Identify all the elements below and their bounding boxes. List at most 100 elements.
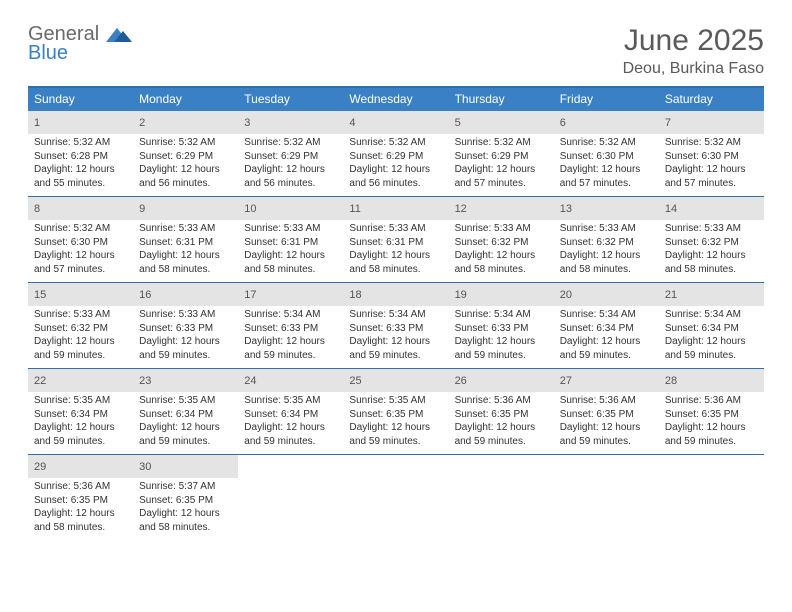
day-number-row: 11 [343, 197, 448, 220]
sunrise-line: Sunrise: 5:33 AM [139, 222, 232, 236]
daylight-line: Daylight: 12 hours and 59 minutes. [139, 421, 232, 448]
sunset-line: Sunset: 6:33 PM [244, 322, 337, 336]
daylight-label: Daylight: [455, 422, 497, 433]
sunset-value: 6:30 PM [71, 237, 108, 248]
day-number: 21 [665, 289, 677, 301]
calendar: SundayMondayTuesdayWednesdayThursdayFrid… [28, 86, 764, 540]
sunrise-value: 5:37 AM [179, 481, 216, 492]
day-header: Thursday [449, 88, 554, 111]
sunrise-line: Sunrise: 5:36 AM [560, 394, 653, 408]
day-cell: 19Sunrise: 5:34 AMSunset: 6:33 PMDayligh… [449, 283, 554, 368]
sunrise-value: 5:33 AM [179, 309, 216, 320]
day-cell: 8Sunrise: 5:32 AMSunset: 6:30 PMDaylight… [28, 197, 133, 282]
day-details: Sunrise: 5:36 AMSunset: 6:35 PMDaylight:… [449, 392, 554, 454]
daylight-label: Daylight: [139, 508, 181, 519]
sunset-label: Sunset: [560, 409, 597, 420]
sunset-line: Sunset: 6:35 PM [455, 408, 548, 422]
day-cell: 18Sunrise: 5:34 AMSunset: 6:33 PMDayligh… [343, 283, 448, 368]
sunrise-label: Sunrise: [665, 309, 704, 320]
header: General Blue June 2025 Deou, Burkina Fas… [28, 24, 764, 78]
sunset-line: Sunset: 6:31 PM [349, 236, 442, 250]
daylight-label: Daylight: [560, 336, 602, 347]
sunset-label: Sunset: [349, 237, 386, 248]
day-details: Sunrise: 5:35 AMSunset: 6:34 PMDaylight:… [133, 392, 238, 454]
day-cell: 26Sunrise: 5:36 AMSunset: 6:35 PMDayligh… [449, 369, 554, 454]
day-number: 6 [560, 117, 566, 129]
day-number: 12 [455, 203, 467, 215]
sunrise-value: 5:33 AM [704, 223, 741, 234]
day-number-row: 3 [238, 111, 343, 134]
daylight-line: Daylight: 12 hours and 58 minutes. [560, 249, 653, 276]
day-cell: 16Sunrise: 5:33 AMSunset: 6:33 PMDayligh… [133, 283, 238, 368]
daylight-line: Daylight: 12 hours and 57 minutes. [34, 249, 127, 276]
sunrise-value: 5:32 AM [73, 223, 110, 234]
day-number-row: 19 [449, 283, 554, 306]
day-cell: 9Sunrise: 5:33 AMSunset: 6:31 PMDaylight… [133, 197, 238, 282]
sunrise-line: Sunrise: 5:36 AM [34, 480, 127, 494]
day-cell: 10Sunrise: 5:33 AMSunset: 6:31 PMDayligh… [238, 197, 343, 282]
day-details: Sunrise: 5:33 AMSunset: 6:31 PMDaylight:… [343, 220, 448, 282]
sunset-line: Sunset: 6:34 PM [34, 408, 127, 422]
daylight-label: Daylight: [349, 164, 391, 175]
sunset-label: Sunset: [34, 151, 71, 162]
sunset-line: Sunset: 6:30 PM [560, 150, 653, 164]
day-number-row: 28 [659, 369, 764, 392]
sunset-value: 6:32 PM [596, 237, 633, 248]
sunrise-line: Sunrise: 5:34 AM [665, 308, 758, 322]
daylight-line: Daylight: 12 hours and 59 minutes. [349, 421, 442, 448]
day-number: 4 [349, 117, 355, 129]
sunrise-line: Sunrise: 5:35 AM [349, 394, 442, 408]
sunset-line: Sunset: 6:28 PM [34, 150, 127, 164]
sunset-label: Sunset: [244, 151, 281, 162]
sunset-line: Sunset: 6:31 PM [139, 236, 232, 250]
sunset-value: 6:34 PM [71, 409, 108, 420]
daylight-label: Daylight: [244, 422, 286, 433]
sunrise-line: Sunrise: 5:32 AM [244, 136, 337, 150]
daylight-line: Daylight: 12 hours and 59 minutes. [560, 421, 653, 448]
sunrise-value: 5:34 AM [494, 309, 531, 320]
sunrise-label: Sunrise: [34, 481, 73, 492]
daylight-line: Daylight: 12 hours and 58 minutes. [349, 249, 442, 276]
day-number-row: 7 [659, 111, 764, 134]
day-header: Tuesday [238, 88, 343, 111]
day-details: Sunrise: 5:32 AMSunset: 6:30 PMDaylight:… [554, 134, 659, 196]
sunset-value: 6:35 PM [491, 409, 528, 420]
day-cell: 23Sunrise: 5:35 AMSunset: 6:34 PMDayligh… [133, 369, 238, 454]
day-cell: 15Sunrise: 5:33 AMSunset: 6:32 PMDayligh… [28, 283, 133, 368]
sunrise-label: Sunrise: [244, 223, 283, 234]
day-details: Sunrise: 5:32 AMSunset: 6:28 PMDaylight:… [28, 134, 133, 196]
day-number-row: 22 [28, 369, 133, 392]
sunset-line: Sunset: 6:31 PM [244, 236, 337, 250]
day-number: 11 [349, 203, 360, 215]
sunrise-label: Sunrise: [665, 223, 704, 234]
daylight-label: Daylight: [139, 422, 181, 433]
sunrise-label: Sunrise: [244, 137, 283, 148]
sunset-label: Sunset: [139, 409, 176, 420]
daylight-label: Daylight: [455, 250, 497, 261]
week-row: 8Sunrise: 5:32 AMSunset: 6:30 PMDaylight… [28, 197, 764, 283]
day-details: Sunrise: 5:34 AMSunset: 6:33 PMDaylight:… [343, 306, 448, 368]
sunset-line: Sunset: 6:29 PM [139, 150, 232, 164]
day-number-row: 2 [133, 111, 238, 134]
day-number: 23 [139, 375, 151, 387]
sunrise-value: 5:32 AM [73, 137, 110, 148]
sunrise-label: Sunrise: [349, 309, 388, 320]
sunrise-line: Sunrise: 5:32 AM [665, 136, 758, 150]
sunset-value: 6:31 PM [176, 237, 213, 248]
sunset-value: 6:34 PM [176, 409, 213, 420]
logo: General Blue [28, 24, 132, 63]
day-header: Monday [133, 88, 238, 111]
sunset-label: Sunset: [139, 237, 176, 248]
sunrise-label: Sunrise: [349, 137, 388, 148]
day-details: Sunrise: 5:34 AMSunset: 6:34 PMDaylight:… [659, 306, 764, 368]
sunset-label: Sunset: [244, 323, 281, 334]
sunset-line: Sunset: 6:35 PM [349, 408, 442, 422]
sunrise-value: 5:33 AM [179, 223, 216, 234]
sunrise-label: Sunrise: [455, 395, 494, 406]
sunrise-label: Sunrise: [560, 395, 599, 406]
daylight-label: Daylight: [560, 250, 602, 261]
sunset-value: 6:34 PM [596, 323, 633, 334]
day-number: 3 [244, 117, 250, 129]
daylight-label: Daylight: [349, 250, 391, 261]
daylight-line: Daylight: 12 hours and 58 minutes. [244, 249, 337, 276]
